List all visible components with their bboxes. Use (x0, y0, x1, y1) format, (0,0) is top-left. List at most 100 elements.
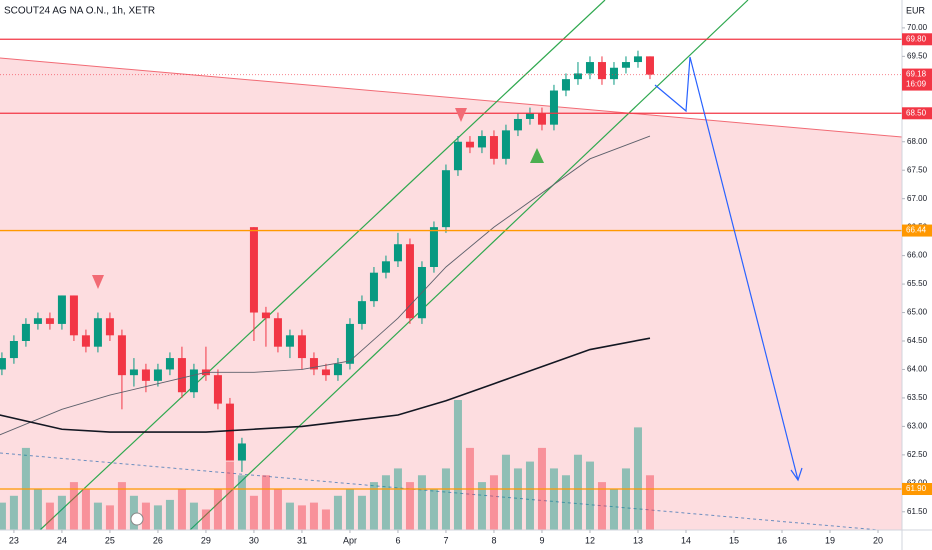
sell-marker (455, 108, 467, 122)
volume-bar (9, 495, 18, 530)
volume-bar (609, 488, 618, 530)
volume-bar (501, 454, 510, 530)
volume-bar (549, 468, 558, 530)
candle-body (501, 130, 510, 159)
x-tick-label: 13 (633, 535, 643, 545)
plot-area (0, 0, 903, 533)
moving-average (0, 135, 651, 436)
candle-body (9, 340, 18, 359)
x-tick-label: 15 (729, 535, 739, 545)
candle-body (261, 312, 270, 319)
x-tick-label: 14 (681, 535, 691, 545)
last-price-time: 16:09 (906, 80, 927, 89)
x-tick-label: 23 (9, 535, 19, 545)
volume-bar (45, 502, 54, 530)
y-tick-label: 64.50 (907, 336, 928, 345)
volume-bar (81, 488, 90, 530)
volume-bar (189, 502, 198, 530)
currency: EUR (906, 5, 926, 15)
trend-line (0, 57, 903, 138)
x-tick-label: 26 (153, 535, 163, 545)
candle-body (93, 318, 102, 347)
candle-body (633, 56, 642, 63)
candle-body (369, 272, 378, 302)
volume-bar (237, 475, 246, 530)
y-tick-label: 69.50 (907, 51, 928, 60)
volume-bar (0, 502, 6, 530)
y-tick-label: 65.50 (907, 279, 928, 288)
volume-bar (333, 495, 342, 530)
price-tag (902, 107, 932, 120)
candle-body (621, 62, 630, 68)
candle-body (345, 323, 354, 364)
volume-bar (105, 505, 114, 530)
last-price-tag (902, 68, 932, 91)
y-tick-label: 63.00 (907, 422, 928, 431)
candle-body (549, 90, 558, 125)
drawings (92, 56, 803, 526)
volume-bar (393, 468, 402, 530)
candle-body (597, 62, 606, 80)
candle-body (321, 369, 330, 376)
candle-body (81, 335, 90, 347)
candle-body (477, 136, 486, 148)
x-tick-label: 30 (249, 535, 259, 545)
candle-body (333, 363, 342, 376)
y-tick-label: 63.50 (907, 393, 928, 402)
volume-bar (405, 482, 414, 530)
x-tick-label: Apr (343, 535, 357, 545)
arrow-head (790, 467, 803, 482)
volume-bar (417, 475, 426, 530)
candle-body (33, 318, 42, 324)
volume-bar (381, 475, 390, 530)
volume-bar (249, 495, 258, 530)
volume-bar (513, 468, 522, 530)
x-tick-label: 19 (825, 535, 835, 545)
volume-bar (489, 475, 498, 530)
x-tick-label: 8 (491, 535, 496, 545)
volume-bar (201, 509, 210, 530)
x-tick-label: 29 (201, 535, 211, 545)
candle-body (117, 335, 126, 376)
volume-bar (345, 488, 354, 530)
volume-bar (573, 454, 582, 530)
candle-body (489, 136, 498, 159)
volume-bar (273, 488, 282, 530)
volume-bar (633, 427, 642, 530)
x-tick-label: 24 (57, 535, 67, 545)
price-tag-label: 66.44 (906, 226, 927, 235)
candle-body (225, 403, 234, 461)
candle-body (285, 335, 294, 347)
volume-bar (369, 482, 378, 530)
x-tick-label: 7 (443, 535, 448, 545)
x-tick-label: 6 (395, 535, 400, 545)
price-axis (902, 0, 932, 550)
price-tag-label: 69.80 (906, 34, 927, 43)
y-tick-label: 62.00 (907, 478, 928, 487)
volume-bar (153, 505, 162, 530)
candle-body (309, 358, 318, 370)
price-tag (902, 224, 932, 237)
volume-bar (429, 488, 438, 530)
volume-bar (225, 461, 234, 530)
candle-body (165, 358, 174, 370)
candle-body (249, 227, 258, 313)
candle-body (405, 244, 414, 319)
candle-body (153, 369, 162, 381)
channel-line (39, 0, 606, 531)
volume-bar (177, 488, 186, 530)
candle-body (645, 56, 654, 75)
volume-bar (357, 495, 366, 530)
y-tick-label: 70.00 (907, 23, 928, 32)
volume-bar (477, 482, 486, 530)
candle-body (585, 62, 594, 74)
candle-body (525, 113, 534, 119)
candle-body (537, 113, 546, 125)
volume-bar (165, 499, 174, 530)
candle-body (105, 318, 114, 336)
event-icon[interactable] (130, 512, 144, 526)
candle-body (213, 375, 222, 404)
x-tick-label: 31 (297, 535, 307, 545)
